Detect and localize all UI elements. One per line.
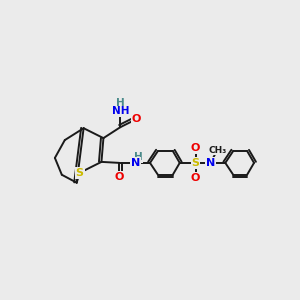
Text: O: O — [131, 114, 141, 124]
Text: N: N — [206, 158, 215, 168]
Text: O: O — [191, 143, 200, 153]
Text: CH₃: CH₃ — [208, 146, 226, 154]
Text: S: S — [76, 168, 84, 178]
Text: H: H — [134, 152, 142, 162]
Text: O: O — [115, 172, 124, 182]
Text: H: H — [116, 98, 125, 108]
Text: N: N — [130, 158, 140, 168]
Text: NH: NH — [112, 106, 129, 116]
Text: S: S — [192, 158, 200, 168]
Text: O: O — [191, 173, 200, 183]
